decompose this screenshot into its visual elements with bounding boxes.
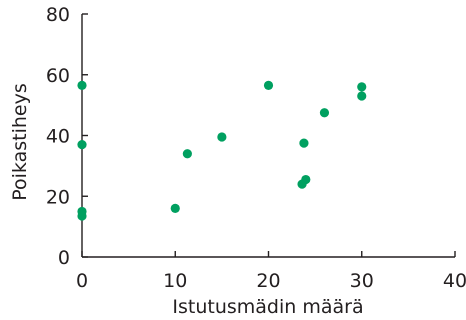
data-point (301, 174, 311, 185)
x-tick-label: 20 (256, 270, 280, 292)
x-tick-label: 40 (443, 270, 466, 292)
data-point (182, 149, 192, 159)
y-tick-label: 20 (46, 186, 70, 208)
data-point (263, 80, 274, 90)
data-point (357, 91, 367, 101)
data-point (77, 211, 87, 221)
data-point (170, 203, 180, 213)
data-point (77, 140, 87, 150)
y-tick-label: 40 (46, 126, 70, 148)
y-tick-label: 60 (46, 65, 70, 87)
data-point (217, 132, 227, 142)
y-ticks: 0 20 40 60 80 (46, 4, 88, 269)
data-point (357, 82, 367, 92)
y-tick-label: 80 (46, 4, 70, 26)
y-tick-label: 0 (58, 247, 70, 269)
data-point (299, 138, 309, 148)
x-tick-label: 30 (350, 270, 374, 292)
x-axis-title: Istutusmädin määrä (172, 296, 363, 318)
axes (81, 14, 455, 258)
data-point (77, 80, 87, 90)
data-points (77, 80, 367, 221)
x-tick-label: 0 (76, 270, 88, 292)
x-ticks: 0 10 20 30 40 (76, 251, 466, 292)
data-point (319, 108, 330, 118)
y-axis-title: Poikastiheys (9, 83, 31, 201)
x-tick-label: 10 (163, 270, 187, 292)
